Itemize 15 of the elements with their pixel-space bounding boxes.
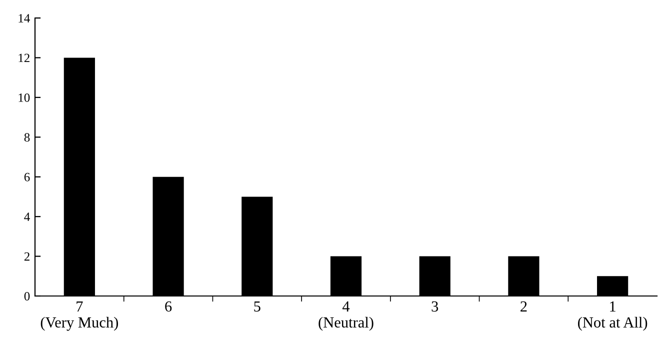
y-tick-label: 10 — [18, 93, 30, 102]
y-tick-label: 0 — [24, 292, 30, 300]
x-tick-label: 3 — [432, 301, 438, 312]
x-tick-label: 4 (Neutral) — [318, 301, 374, 331]
y-tick-label: 6 — [24, 172, 30, 182]
y-tick-label: 14 — [18, 14, 30, 22]
x-tick-label: 5 — [254, 301, 260, 312]
x-tick-label: 6 — [165, 301, 172, 312]
x-tick-label: 7 (Very Much) — [40, 301, 118, 331]
y-tick-label: 2 — [24, 252, 30, 261]
x-tick-label: 1 (Not at All) — [578, 301, 648, 331]
y-tick-label: 4 — [24, 212, 30, 221]
y-tick-label: 8 — [24, 133, 30, 142]
y-tick-label: 12 — [18, 54, 30, 62]
x-tick-label: 2 — [520, 301, 527, 312]
